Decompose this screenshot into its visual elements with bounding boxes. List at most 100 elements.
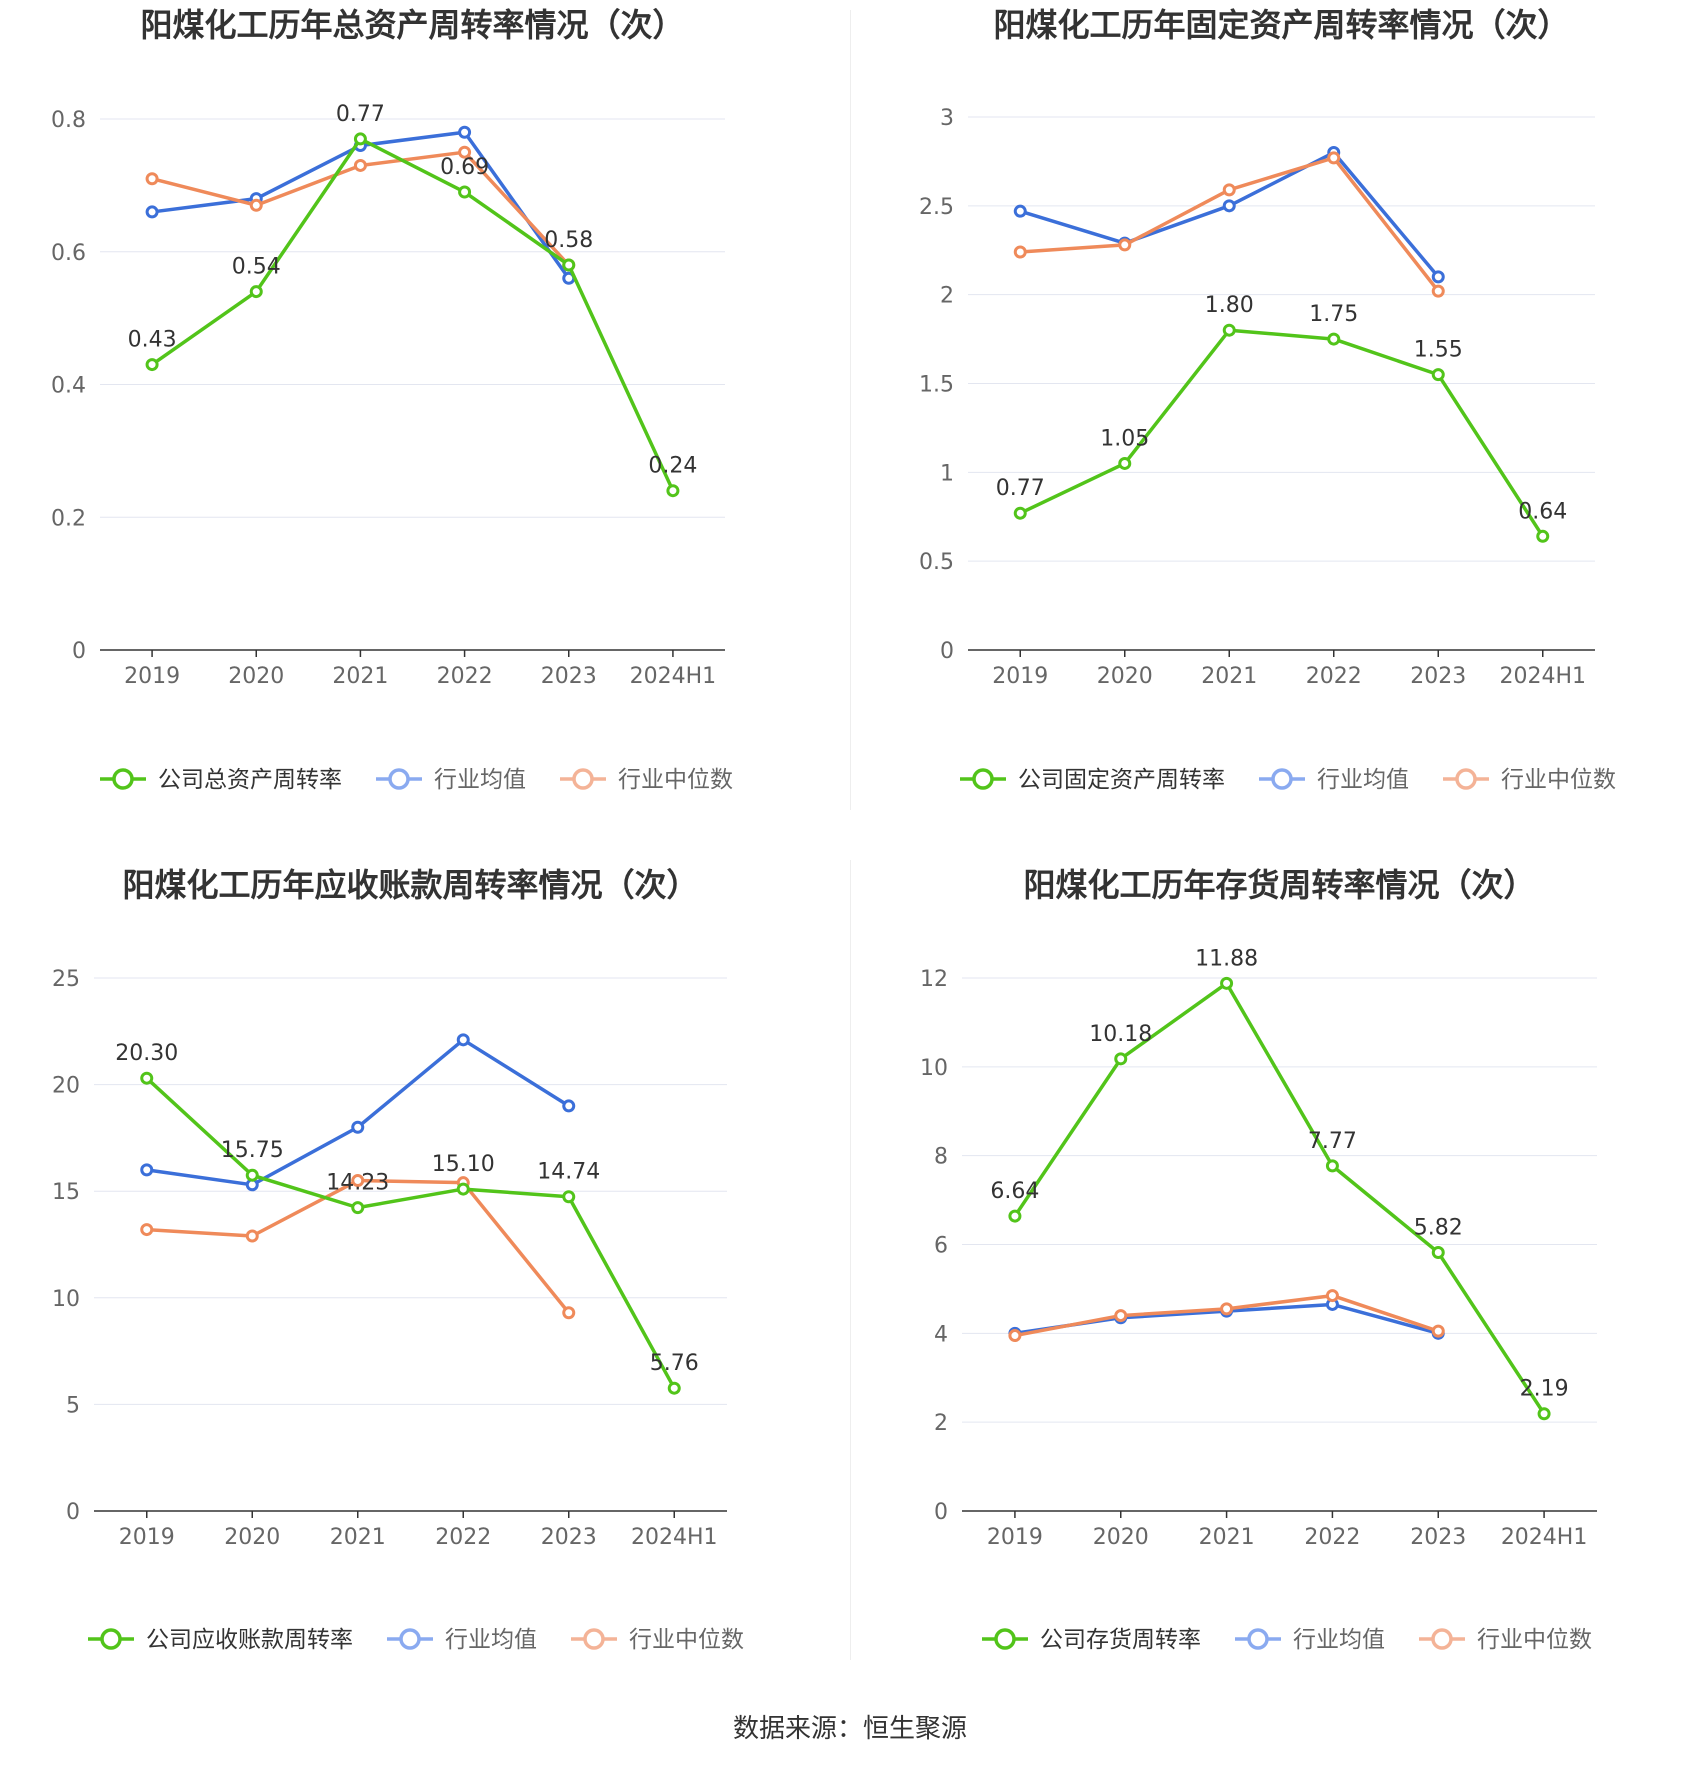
data-point-company	[456, 1182, 470, 1196]
y-tick-label: 12	[920, 967, 948, 992]
chart-panel-receivables-turnover: 阳煤化工历年应收账款周转率情况（次） 0 5 10 15 20 25 2019 2020 2021…	[0, 860, 850, 1720]
data-label: 15.10	[432, 1152, 495, 1177]
data-label: 5.82	[1414, 1215, 1463, 1240]
y-tick-label: 2	[940, 284, 954, 309]
x-tick-label: 2023	[541, 1525, 597, 1550]
data-point-company	[249, 285, 263, 299]
chart-fixed-asset-turnover: 阳煤化工历年固定资产周转率情况（次） 0 0.5 1 1.5 2 2.5 3 2019 2020 2…	[919, 6, 1616, 793]
chart-inventory-turnover: 阳煤化工历年存货周转率情况（次） 0 2 4 6 8 10 12 2019 2020 2021 202…	[920, 866, 1597, 1653]
y-tick-label: 0	[934, 1500, 948, 1525]
chart-panel-fixed-asset-turnover: 阳煤化工历年固定资产周转率情况（次） 0 0.5 1 1.5 2 2.5 3 2019 2020 2…	[850, 0, 1700, 860]
x-tick-label: 2024H1	[630, 664, 717, 689]
x-tick-label: 2023	[1410, 664, 1466, 689]
x-tick-label: 2023	[541, 664, 597, 689]
x-tick-label: 2022	[1306, 664, 1362, 689]
series-line-company	[145, 1076, 676, 1390]
divider-bottom	[850, 860, 851, 1660]
y-tick-label: 3	[940, 106, 954, 131]
data-label: 0.24	[648, 454, 697, 479]
legend-marker	[1455, 768, 1477, 790]
x-tick-label: 2021	[1201, 664, 1257, 689]
data-point-industry_median	[351, 1174, 365, 1188]
y-tick-label: 20	[52, 1074, 80, 1099]
data-point-industry_median	[245, 1229, 259, 1243]
data-point-company	[1118, 456, 1132, 470]
x-tick-label: 2021	[330, 1525, 386, 1550]
data-point-industry_avg	[562, 1099, 576, 1113]
series-line-industry_avg	[151, 130, 571, 280]
y-tick-label: 10	[920, 1056, 948, 1081]
x-tick-label: 2019	[992, 664, 1048, 689]
data-point-industry_median	[1118, 238, 1132, 252]
legend-label: 公司总资产周转率	[158, 767, 342, 793]
y-tick-label: 0.6	[51, 241, 86, 266]
data-point-industry_median	[145, 172, 159, 186]
data-label: 1.55	[1414, 338, 1463, 363]
legend-marker	[1247, 1628, 1269, 1650]
x-tick-label: 2020	[1093, 1525, 1149, 1550]
y-tick-label: 1.5	[919, 373, 954, 398]
legend-label: 行业中位数	[618, 767, 733, 793]
x-tick-label: 2019	[124, 664, 180, 689]
y-tick-label: 0.5	[919, 550, 954, 575]
data-point-company	[1536, 529, 1550, 543]
data-point-industry_avg	[458, 125, 472, 139]
legend-marker	[112, 768, 134, 790]
y-tick-label: 8	[934, 1145, 948, 1170]
data-point-industry_median	[1114, 1309, 1128, 1323]
data-label: 0.77	[336, 102, 385, 127]
chart-receivables-turnover: 阳煤化工历年应收账款周转率情况（次） 0 5 10 15 20 25 2019 2020 2021…	[52, 866, 744, 1653]
data-point-company	[667, 1381, 681, 1395]
legend-label: 公司存货周转率	[1040, 1627, 1201, 1653]
data-label: 2.19	[1520, 1377, 1569, 1402]
series-line-industry_avg	[1019, 150, 1440, 279]
legend-label: 公司固定资产周转率	[1018, 767, 1225, 793]
data-point-company	[145, 358, 159, 372]
data-point-company	[1220, 976, 1234, 990]
data-point-company	[562, 258, 576, 272]
y-tick-label: 0.4	[51, 374, 86, 399]
data-point-industry_avg	[140, 1163, 154, 1177]
legend-label: 行业均值	[1317, 767, 1409, 793]
data-point-industry_median	[1431, 1324, 1445, 1338]
data-point-industry_avg	[456, 1033, 470, 1047]
series-line-company	[1019, 328, 1545, 538]
legend-label: 行业均值	[434, 767, 526, 793]
data-label: 11.88	[1195, 946, 1258, 971]
x-tick-label: 2019	[987, 1525, 1043, 1550]
data-point-company	[1431, 368, 1445, 382]
y-tick-label: 1	[940, 461, 954, 486]
x-tick-label: 2022	[1304, 1525, 1360, 1550]
data-label: 0.43	[128, 328, 177, 353]
data-point-company	[140, 1071, 154, 1085]
y-tick-label: 4	[934, 1322, 948, 1347]
legend-marker	[1271, 768, 1293, 790]
legend-marker	[1431, 1628, 1453, 1650]
data-point-company	[1325, 1159, 1339, 1173]
data-point-company	[1008, 1209, 1022, 1223]
data-point-industry_median	[249, 198, 263, 212]
y-tick-label: 0	[72, 639, 86, 664]
legend-marker	[972, 768, 994, 790]
data-label: 5.76	[650, 1351, 699, 1376]
data-point-industry_median	[1431, 284, 1445, 298]
data-label: 20.30	[115, 1041, 178, 1066]
series-line-industry_median	[1020, 156, 1440, 293]
x-tick-label: 2019	[119, 1525, 175, 1550]
data-label: 14.23	[326, 1171, 389, 1196]
data-label: 0.54	[232, 255, 281, 280]
data-point-company	[351, 1201, 365, 1215]
x-tick-label: 2021	[1199, 1525, 1255, 1550]
x-tick-label: 2023	[1410, 1525, 1466, 1550]
x-tick-label: 2024H1	[1501, 1525, 1588, 1550]
data-source-name: 恒生聚源	[863, 1714, 968, 1744]
data-point-industry_median	[1008, 1329, 1022, 1343]
chart-panel-inventory-turnover: 阳煤化工历年存货周转率情况（次） 0 2 4 6 8 10 12 2019 2020 2021 202…	[850, 860, 1700, 1720]
data-point-industry_median	[1222, 183, 1236, 197]
data-point-industry_avg	[1222, 199, 1236, 213]
data-label: 1.05	[1100, 426, 1149, 451]
y-tick-label: 6	[934, 1234, 948, 1259]
data-point-industry_median	[1013, 245, 1027, 259]
legend-marker	[572, 768, 594, 790]
x-tick-label: 2022	[437, 664, 493, 689]
